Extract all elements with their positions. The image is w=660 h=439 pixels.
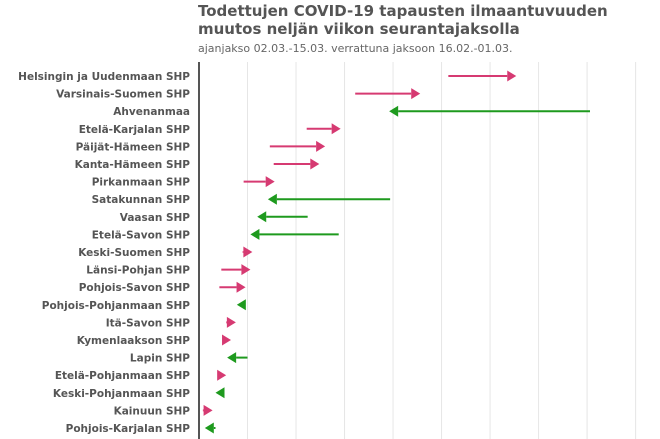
category-label: Vaasan SHP (120, 212, 191, 224)
arrow-head (411, 88, 421, 100)
arrow-head (265, 176, 275, 188)
chart-subtitle: ajanjakso 02.03.-15.03. verrattuna jakso… (198, 42, 513, 55)
arrow-head (236, 281, 246, 293)
arrow-head (507, 70, 517, 82)
arrow-head (204, 422, 214, 434)
arrow-head (389, 105, 399, 117)
category-label: Etelä-Savon SHP (92, 229, 191, 241)
arrow-head (217, 369, 227, 381)
category-label: Lapin SHP (130, 353, 190, 365)
category-label: Pohjois-Karjalan SHP (66, 423, 191, 435)
arrow-head (267, 193, 277, 205)
category-label: Pirkanmaan SHP (92, 177, 191, 189)
arrow-head (331, 123, 341, 135)
category-label: Keski-Suomen SHP (78, 247, 190, 259)
arrow-head (316, 140, 326, 152)
category-label: Satakunnan SHP (92, 194, 191, 206)
category-label: Ahvenanmaa (113, 106, 190, 118)
arrow-head (226, 316, 236, 328)
chart-title: Todettujen COVID-19 tapausten ilmaantuvu… (198, 2, 608, 38)
arrow-head (203, 404, 213, 416)
category-label: Kymenlaakson SHP (77, 335, 191, 347)
arrow-head (310, 158, 320, 170)
category-label: Itä-Savon SHP (106, 317, 191, 329)
category-label: Pohjois-Savon SHP (79, 282, 191, 294)
arrow-head (241, 264, 251, 276)
category-label: Varsinais-Suomen SHP (56, 89, 190, 101)
category-label: Kanta-Hämeen SHP (75, 159, 191, 171)
arrow-head (227, 352, 237, 364)
arrow-head (222, 334, 232, 346)
arrow-head (250, 228, 260, 240)
arrow-head (215, 387, 225, 399)
category-label: Kainuun SHP (114, 405, 191, 417)
category-label: Pohjois-Pohjanmaan SHP (42, 300, 191, 312)
arrow-head (257, 211, 267, 223)
arrow-head (236, 299, 246, 311)
category-label: Etelä-Pohjanmaan SHP (55, 370, 190, 382)
category-label: Keski-Pohjanmaan SHP (53, 388, 190, 400)
category-label: Länsi-Pohjan SHP (86, 265, 190, 277)
arrow-head (243, 246, 253, 258)
category-label: Etelä-Karjalan SHP (79, 124, 191, 136)
category-label: Helsingin ja Uudenmaan SHP (18, 71, 190, 83)
category-label: Päijät-Hämeen SHP (76, 141, 191, 153)
